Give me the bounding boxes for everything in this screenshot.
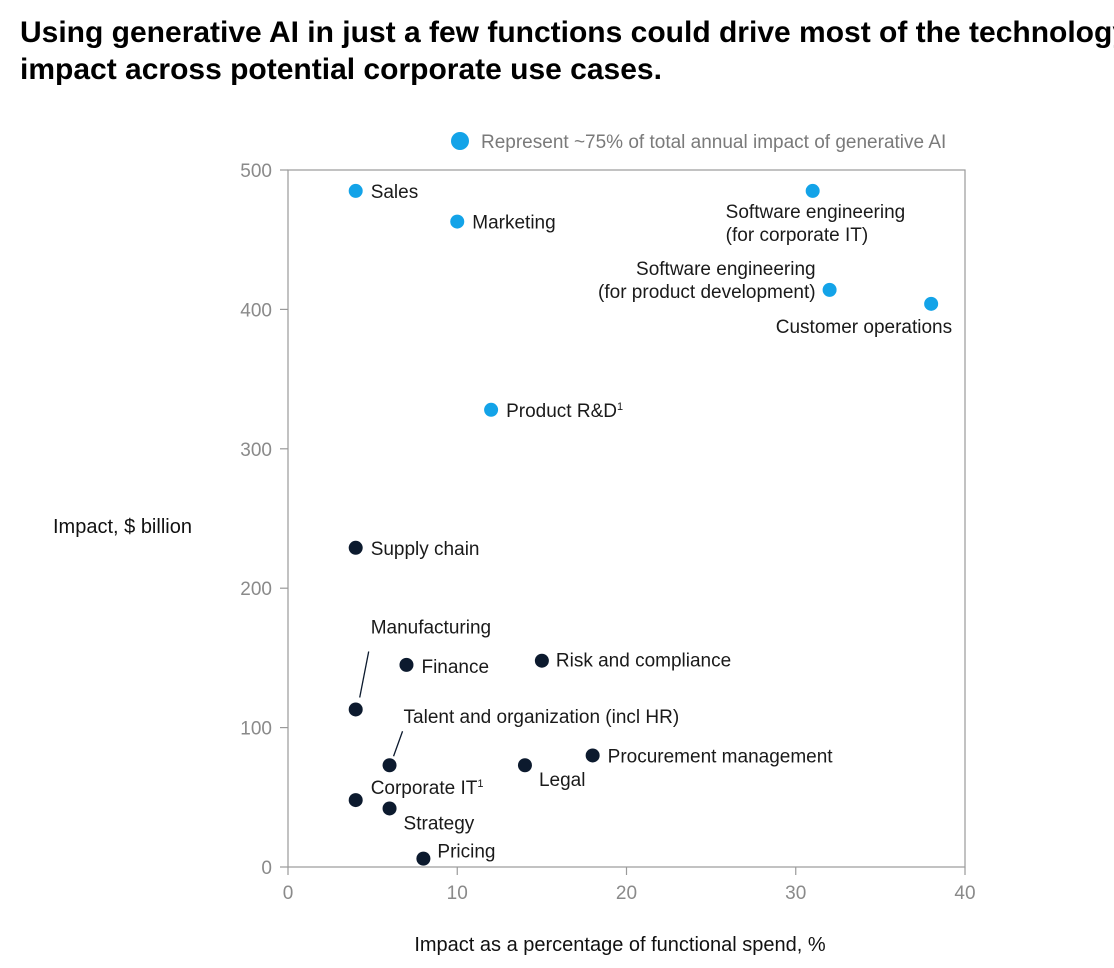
label-software-engineering-for-product-development: Software engineering (for product develop… [598, 259, 816, 303]
label-corporate-it: Corporate IT1 [371, 778, 484, 799]
y-tick-label: 500 [240, 161, 272, 182]
x-tick-label: 40 [954, 883, 975, 904]
legend-label: Represent ~75% of total annual impact of… [481, 132, 946, 153]
title-line-1: Using generative AI in just a few functi… [20, 16, 1114, 49]
x-axis-ticks: 0 10 20 30 40 [283, 867, 976, 904]
label-software-engineering-for-corporate-it: Software engineering (for corporate IT) [726, 202, 906, 246]
point-customer-operations [924, 296, 939, 311]
y-axis-ticks: 0 100 200 300 400 500 [240, 161, 288, 879]
label-legal: Legal [539, 770, 586, 791]
data-points [348, 183, 939, 866]
y-tick-label: 200 [240, 579, 272, 600]
label-customer-operations: Customer operations [776, 317, 952, 338]
point-legal [517, 758, 532, 773]
y-tick-label: 300 [240, 440, 272, 461]
point-finance [399, 657, 414, 672]
label-product-r-d: Product R&D1 [506, 401, 623, 422]
point-supply-chain [348, 540, 363, 555]
point-pricing [416, 851, 431, 866]
x-axis-label: Impact as a percentage of functional spe… [414, 934, 826, 956]
label-sales: Sales [371, 182, 419, 203]
label-manufacturing: Manufacturing [371, 617, 491, 638]
title-line-2: impact across potential corporate use ca… [20, 53, 662, 86]
label-supply-chain: Supply chain [371, 539, 480, 560]
x-tick-label: 0 [283, 883, 294, 904]
y-tick-label: 0 [261, 858, 272, 879]
y-tick-label: 100 [240, 719, 272, 740]
point-manufacturing [348, 702, 363, 717]
point-talent-and-organization-incl-hr [382, 758, 397, 773]
label-finance: Finance [421, 657, 489, 678]
x-tick-label: 30 [785, 883, 806, 904]
point-corporate-it [348, 793, 363, 808]
x-tick-label: 10 [447, 883, 468, 904]
point-product-r-d [484, 402, 499, 417]
label-procurement-management: Procurement management [608, 746, 834, 767]
label-marketing: Marketing [472, 213, 555, 234]
y-tick-label: 400 [240, 300, 272, 321]
point-software-engineering-for-product-development [822, 282, 837, 297]
y-axis-label: Impact, $ billion [53, 516, 192, 538]
leader-line-talent-and-organization-incl-hr [392, 731, 404, 757]
point-labels: Sales Marketing Software engineering (for c… [371, 182, 952, 863]
label-talent-and-organization-incl-hr: Talent and organization (incl HR) [404, 707, 680, 728]
label-risk-and-compliance: Risk and compliance [556, 651, 731, 672]
x-tick-label: 20 [616, 883, 637, 904]
label-pricing: Pricing [437, 842, 495, 863]
point-strategy [382, 801, 397, 816]
leader-line-manufacturing [359, 651, 370, 698]
chart-title: Using generative AI in just a few functi… [20, 14, 1114, 88]
legend-marker [451, 132, 469, 150]
label-strategy: Strategy [404, 813, 475, 834]
point-sales [348, 183, 363, 198]
point-procurement-management [585, 748, 600, 763]
point-risk-and-compliance [534, 653, 549, 668]
point-software-engineering-for-corporate-it [805, 183, 820, 198]
point-marketing [450, 214, 465, 229]
leader-lines [359, 651, 404, 757]
